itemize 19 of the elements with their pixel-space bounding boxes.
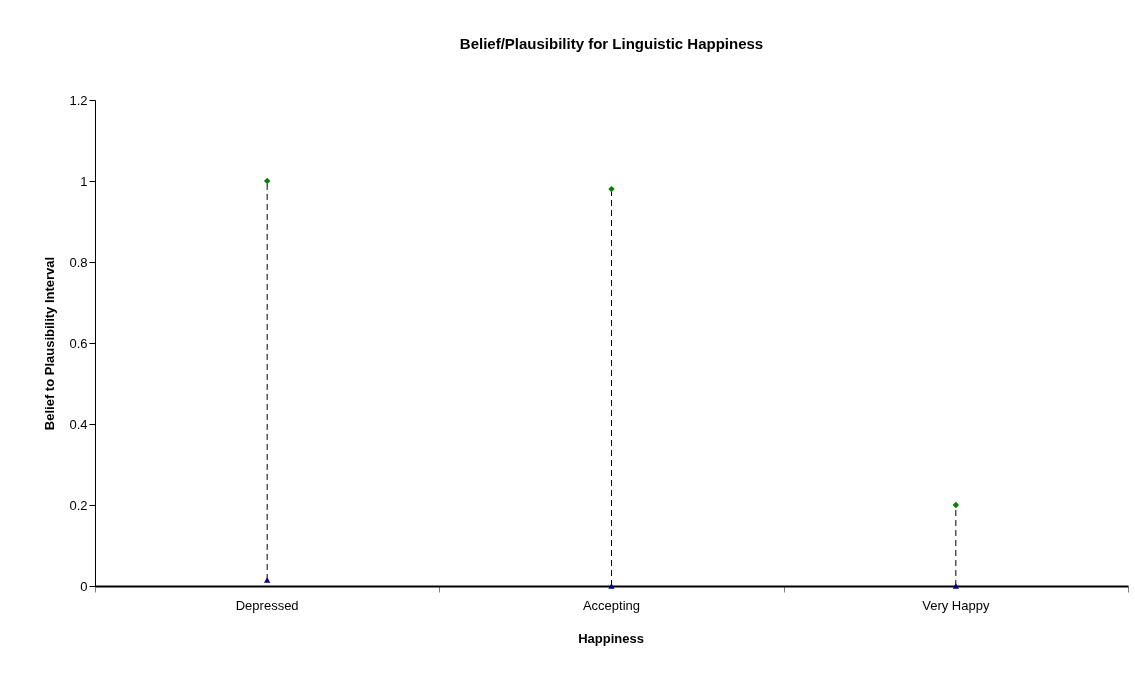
point <box>952 583 959 589</box>
y-tick-label: 1.2 <box>69 92 88 108</box>
y-tick-label: 0 <box>80 578 88 594</box>
y-axis-title: Belief to Plausibility Interval <box>42 256 58 431</box>
y-tick-label: 0.2 <box>69 497 88 513</box>
x-tick-label: Accepting <box>582 598 641 613</box>
point <box>264 577 271 583</box>
point <box>608 583 615 589</box>
point <box>264 177 271 185</box>
y-tick-label: 0.4 <box>69 416 88 432</box>
y-tick-label: 0.6 <box>69 335 88 351</box>
x-tick-label: Very Happy <box>922 598 990 613</box>
x-axis-title: Happiness <box>578 631 644 646</box>
y-tick-label: 0.8 <box>69 254 88 270</box>
chart-title: Belief/Plausibility for Linguistic Happiness <box>459 35 764 52</box>
point <box>952 501 959 509</box>
x-tick-label: Depressed <box>235 598 299 613</box>
point <box>608 185 615 193</box>
y-tick-label: 1 <box>80 173 88 189</box>
